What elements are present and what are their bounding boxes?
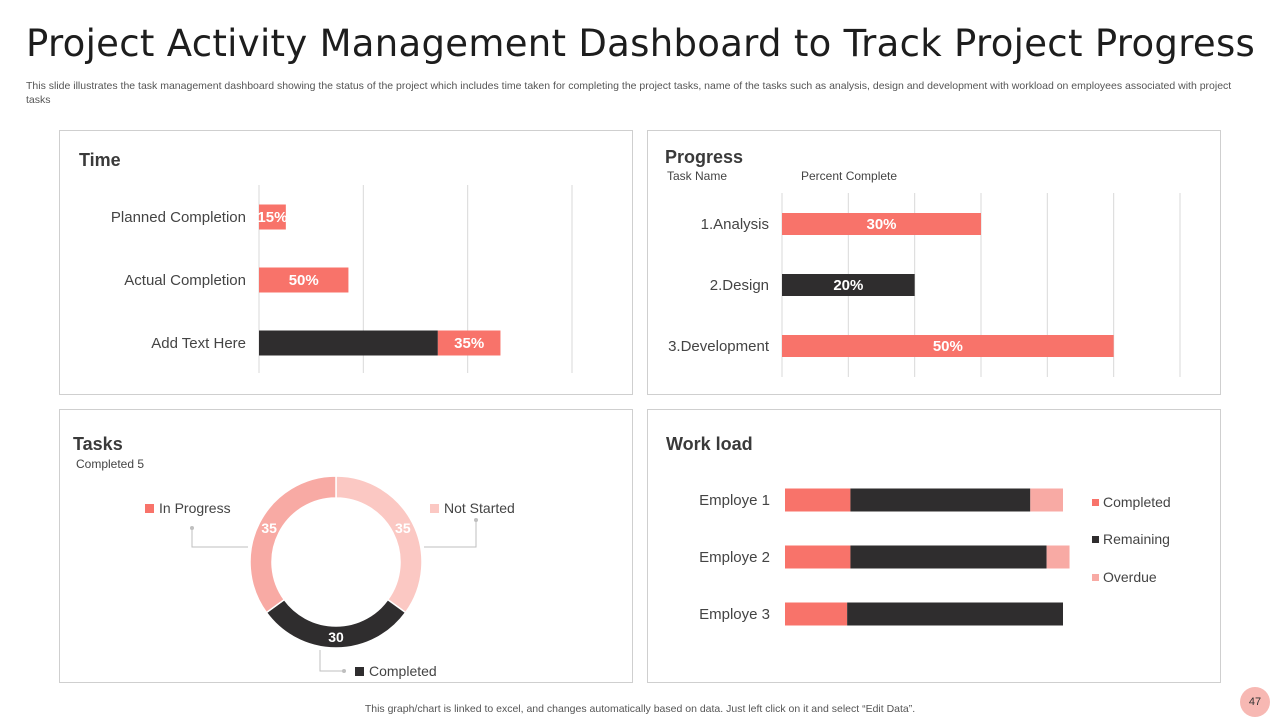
data-label: 35% bbox=[454, 335, 484, 352]
legend-swatch bbox=[1092, 574, 1099, 581]
footer-note: This graph/chart is linked to excel, and… bbox=[364, 703, 916, 715]
data-label: 15% bbox=[257, 209, 287, 226]
workload-bar-segment bbox=[850, 545, 1047, 569]
tasks-completed-note: Completed 5 bbox=[76, 457, 145, 471]
tasks-panel[interactable]: Tasks Completed 5 35 30 35 Not Started In Pr… bbox=[59, 409, 633, 683]
legend-swatch bbox=[1092, 499, 1099, 506]
category-label: 3.Development bbox=[668, 338, 770, 355]
legend-label: Remaining bbox=[1103, 531, 1170, 547]
workload-bar-segment bbox=[1046, 545, 1070, 569]
page-number: 47 bbox=[1240, 687, 1270, 717]
leader-dot bbox=[342, 669, 346, 673]
progress-bar bbox=[782, 213, 981, 235]
legend-label: Overdue bbox=[1103, 569, 1157, 585]
leader-dot bbox=[474, 518, 478, 522]
workload-chart[interactable]: Employe 1 Employe 2 Employe 3 Completed Rema… bbox=[648, 410, 1220, 682]
workload-bar-segment bbox=[785, 488, 851, 512]
legend-label-in-progress: In Progress bbox=[159, 500, 231, 516]
progress-panel-title: Progress bbox=[665, 147, 744, 167]
category-label: Employe 3 bbox=[699, 606, 770, 623]
workload-bar-segment bbox=[847, 602, 1063, 626]
percent-complete-header: Percent Complete bbox=[801, 169, 898, 183]
legend-label-completed: Completed bbox=[369, 663, 437, 679]
data-label: 50% bbox=[933, 338, 963, 355]
page-title: Project Activity Management Dashboard to… bbox=[26, 22, 1256, 65]
workload-bar-segment bbox=[785, 602, 848, 626]
category-label: Employe 2 bbox=[699, 549, 770, 566]
time-bar-segment bbox=[437, 330, 501, 356]
category-label: Planned Completion bbox=[111, 209, 246, 226]
data-label: 50% bbox=[289, 272, 319, 289]
legend-label-not-started: Not Started bbox=[444, 500, 515, 516]
category-label: 1.Analysis bbox=[701, 216, 769, 233]
category-label: Employe 1 bbox=[699, 492, 770, 509]
leader-line bbox=[191, 528, 248, 548]
progress-bar bbox=[782, 335, 1114, 357]
donut-slice bbox=[335, 475, 423, 614]
legend-swatch-completed bbox=[355, 667, 364, 676]
donut-slice bbox=[249, 475, 337, 614]
progress-chart[interactable]: 1.Analysis 30% 2.Design 20% 3.Development 50% bbox=[648, 131, 1220, 394]
time-bar-segment bbox=[259, 330, 438, 356]
task-name-header: Task Name bbox=[667, 169, 728, 183]
data-label: 30% bbox=[866, 216, 896, 233]
leader-dot bbox=[190, 526, 194, 530]
category-label: Add Text Here bbox=[151, 335, 246, 352]
time-chart[interactable]: Planned Completion 15% Actual Completion 50… bbox=[60, 131, 632, 394]
workload-panel-title: Work load bbox=[666, 434, 753, 454]
time-panel-title: Time bbox=[79, 150, 121, 170]
data-label: 35 bbox=[395, 520, 411, 536]
data-label: 35 bbox=[261, 520, 277, 536]
category-label: Actual Completion bbox=[124, 272, 246, 289]
time-bar-segment bbox=[259, 204, 286, 230]
data-label: 30 bbox=[328, 629, 344, 645]
legend-swatch bbox=[1092, 536, 1099, 543]
tasks-panel-title: Tasks bbox=[73, 434, 123, 454]
workload-bar-segment bbox=[785, 545, 851, 569]
data-label: 20% bbox=[833, 277, 863, 294]
legend-swatch-in-progress bbox=[145, 504, 154, 513]
workload-bar-segment bbox=[850, 488, 1031, 512]
category-label: 2.Design bbox=[710, 277, 769, 294]
time-panel[interactable]: Time Planned Completion 15% Actual Complet… bbox=[59, 130, 633, 395]
progress-bar bbox=[782, 274, 915, 296]
leader-line bbox=[424, 520, 477, 548]
progress-panel[interactable]: Progress Task Name Percent Complete 1.An… bbox=[647, 130, 1221, 395]
legend-swatch-not-started bbox=[430, 504, 439, 513]
tasks-donut-chart[interactable]: 35 30 35 Not Started In Progress Completed bbox=[60, 410, 632, 682]
workload-bar-segment bbox=[1030, 488, 1063, 512]
page-subtitle: This slide illustrates the task manageme… bbox=[26, 80, 1232, 106]
legend-label: Completed bbox=[1103, 494, 1171, 510]
leader-line bbox=[319, 650, 344, 672]
workload-panel[interactable]: Work load Employe 1 Employe 2 Employe 3 Com… bbox=[647, 409, 1221, 683]
time-bar-segment bbox=[259, 267, 349, 293]
